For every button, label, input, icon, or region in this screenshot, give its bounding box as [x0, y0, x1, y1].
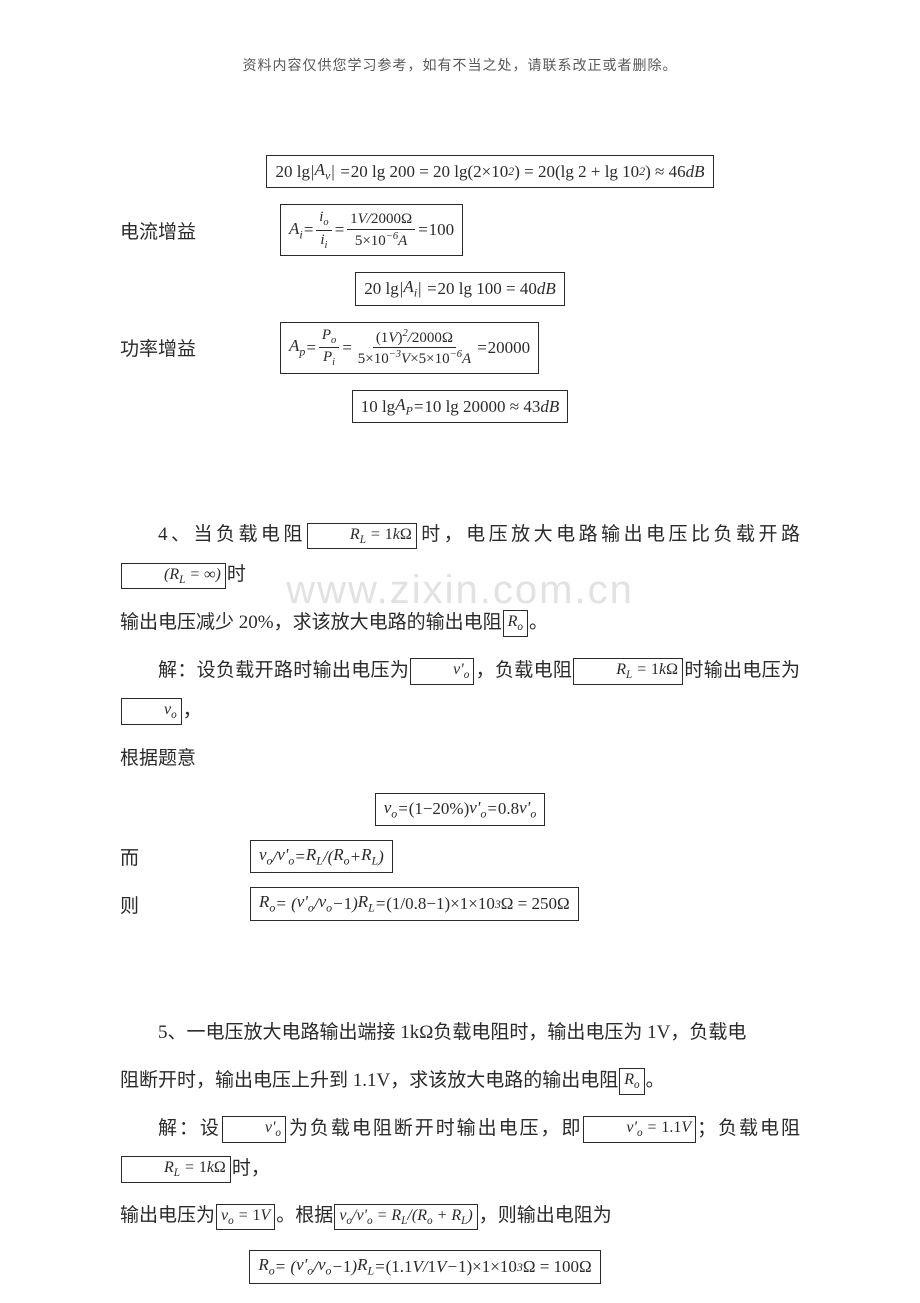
inline-formula: RL = 1kΩ	[121, 1156, 231, 1183]
equation-1-row: 20 lg|Av| = 20 lg 200 = 20 lg(2×102) = 2…	[180, 155, 800, 188]
equation-2: Ai = ioii = 1V/2000Ω5×10−6A = 100	[280, 204, 463, 256]
equation-6: vo = (1−20%)v'o = 0.8v'o	[375, 793, 546, 826]
equation-1: 20 lg|Av| = 20 lg 200 = 20 lg(2×102) = 2…	[266, 155, 713, 188]
inline-formula: v'o	[222, 1116, 286, 1143]
equation-9: Ro = (v'o/vo −1)RL = (1.1V/1V −1)×1×103Ω…	[249, 1250, 600, 1283]
problem-5-line-1: 5、一电压放大电路输出端接 1kΩ负载电阻时，输出电压为 1V，负载电	[120, 1013, 800, 1053]
inline-formula: vo	[121, 698, 182, 725]
inline-formula: Ro	[619, 1068, 644, 1095]
equation-5-row: 10 lg AP = 10 lg 20000 ≈ 43dB	[120, 390, 800, 423]
problem-4-line-2: 输出电压减少 20%，求该放大电路的输出电阻Ro。	[120, 603, 800, 643]
text: 解：设	[158, 1118, 221, 1139]
problem-4-line-1: 4、当负载电阻RL = 1kΩ时，电压放大电路输出电压比负载开路 (RL = ∞)…	[120, 515, 800, 595]
problem-4-line-3: 解：设负载开路时输出电压为v'o，负载电阻RL = 1kΩ时输出电压为 vo，	[120, 651, 800, 731]
inline-formula: RL = 1kΩ	[307, 523, 417, 550]
power-gain-row: 功率增益 Ap = PoPi = (1V)2/2000Ω5×10−3V×5×10…	[120, 322, 800, 374]
equation-5: 10 lg AP = 10 lg 20000 ≈ 43dB	[352, 390, 569, 423]
power-gain-label: 功率增益	[120, 334, 280, 361]
inline-formula: (RL = ∞)	[121, 563, 226, 590]
inline-formula: Ro	[503, 610, 528, 637]
text: 阻断开时，输出电压上升到 1.1V，求该放大电路的输出电阻	[120, 1070, 618, 1091]
inline-formula: v'o	[410, 658, 474, 685]
inline-formula: v'o = 1.1V	[583, 1116, 696, 1143]
text: 时，电压放大电路输出电压比负载开路	[418, 524, 800, 545]
equation-4: Ap = PoPi = (1V)2/2000Ω5×10−3V×5×10−6A =…	[280, 322, 539, 374]
text: 为负载电阻断开时输出电压，即	[287, 1118, 582, 1139]
problem-5-line-4: 输出电压为vo = 1V。根据vo/v'o = RL/(Ro + RL)，则输出…	[120, 1196, 800, 1236]
equation-6-row: vo = (1−20%)v'o = 0.8v'o	[120, 793, 800, 826]
equation-7: vo/v'o = RL/(Ro + RL)	[250, 840, 393, 873]
text: 输出电压为	[120, 1205, 215, 1226]
page-header: 资料内容仅供您学习参考，如有不当之处，请联系改正或者删除。	[120, 55, 800, 75]
text: 时	[227, 564, 246, 585]
equation-8-row: 则 Ro = (v'o/vo −1)RL = (1/0.8−1)×1×103Ω …	[120, 887, 800, 920]
text: 时，	[232, 1158, 270, 1179]
equation-3: 20 lg|Ai| = 20 lg 100 = 40dB	[355, 272, 564, 305]
problem-4-line-4: 根据题意	[120, 739, 800, 779]
text: ；负载电阻	[697, 1118, 800, 1139]
text: 。	[646, 1070, 665, 1091]
label-er: 而	[120, 843, 250, 870]
text: ，负载电阻	[475, 660, 572, 681]
inline-formula: RL = 1kΩ	[573, 658, 683, 685]
current-gain-label: 电流增益	[120, 217, 280, 244]
current-gain-row: 电流增益 Ai = ioii = 1V/2000Ω5×10−6A = 100	[120, 204, 800, 256]
text: 解：设负载开路时输出电压为	[158, 660, 409, 681]
label-ze: 则	[120, 891, 250, 918]
text: 输出电压减少 20%，求该放大电路的输出电阻	[120, 612, 502, 633]
text: 。根据	[276, 1205, 333, 1226]
equation-9-row: Ro = (v'o/vo −1)RL = (1.1V/1V −1)×1×103Ω…	[50, 1250, 800, 1283]
inline-formula: vo/v'o = RL/(Ro + RL)	[334, 1204, 477, 1231]
text: 时输出电压为	[684, 660, 800, 681]
equation-7-row: 而 vo/v'o = RL/(Ro + RL)	[120, 840, 800, 873]
text: ，则输出电阻为	[479, 1205, 612, 1226]
equation-8: Ro = (v'o/vo −1)RL = (1/0.8−1)×1×103Ω = …	[250, 887, 579, 920]
text: 4、当负载电阻	[158, 524, 306, 545]
text: 。	[529, 612, 548, 633]
inline-formula: vo = 1V	[216, 1204, 275, 1231]
problem-5-line-3: 解：设v'o为负载电阻断开时输出电压，即v'o = 1.1V；负载电阻 RL = …	[120, 1109, 800, 1189]
equation-3-row: 20 lg|Ai| = 20 lg 100 = 40dB	[120, 272, 800, 305]
text: ，	[183, 700, 202, 721]
problem-5-line-2: 阻断开时，输出电压上升到 1.1V，求该放大电路的输出电阻Ro。	[120, 1061, 800, 1101]
